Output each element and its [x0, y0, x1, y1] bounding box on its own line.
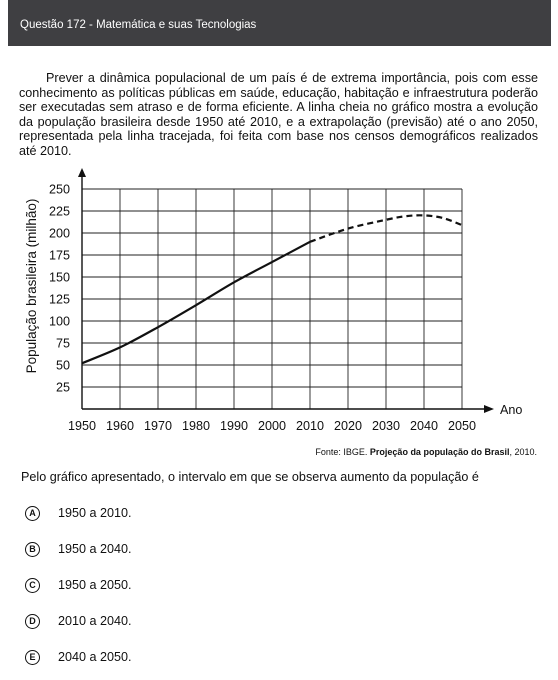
y-tick-label: 25 [56, 381, 70, 395]
option-c-letter: C [25, 578, 40, 593]
y-tick-label: 200 [49, 227, 70, 241]
x-tick-label: 1960 [106, 419, 134, 433]
source-note: Fonte: IBGE. Projeção da população do Br… [315, 447, 537, 457]
option-a-text: 1950 a 2010. [58, 506, 132, 520]
option-d-text: 2010 a 2040. [58, 614, 132, 628]
y-tick-label: 150 [49, 271, 70, 285]
x-tick-label: 1950 [68, 419, 96, 433]
question-title: Questão 172 - Matemática e suas Tecnolog… [20, 19, 257, 31]
option-b-text: 1950 a 2040. [58, 542, 132, 556]
option-b-letter: B [25, 542, 40, 557]
x-tick-label: 1990 [220, 419, 248, 433]
x-tick-label: 2030 [372, 419, 400, 433]
population-line [81, 240, 311, 365]
x-axis-arrow [484, 405, 494, 413]
chart-ticks: 1950 1960 1970 1980 1990 2000 2010 2020 2030 2040… [49, 183, 476, 434]
chart-axes [78, 168, 494, 413]
x-tick-label: 2000 [258, 419, 286, 433]
y-tick-label: 50 [56, 359, 70, 373]
intro-paragraph: Prever a dinâmica populacional de um paí… [19, 71, 538, 158]
projection-line [309, 214, 463, 243]
y-axis-arrow [78, 168, 86, 177]
y-tick-label: 75 [56, 337, 70, 351]
population-chart: 1950 1960 1970 1980 1990 2000 2010 2020 2030 2040… [24, 168, 522, 434]
option-e-text: 2040 a 2050. [58, 650, 132, 664]
source-suffix: , 2010. [509, 447, 537, 457]
option-d-letter: D [25, 614, 40, 629]
source-title: Projeção da população do Brasil [369, 447, 510, 457]
option-e-letter: E [25, 650, 40, 665]
x-tick-label: 2050 [448, 419, 476, 433]
y-axis-label: População brasileira (milhão) [24, 199, 39, 374]
x-tick-label: 2020 [334, 419, 362, 433]
chart-series [81, 214, 463, 365]
source-prefix: Fonte: IBGE. [315, 447, 370, 457]
y-tick-label: 225 [49, 205, 70, 219]
y-tick-label: 125 [49, 293, 70, 307]
x-tick-label: 2040 [410, 419, 438, 433]
x-tick-label: 1970 [144, 419, 172, 433]
x-tick-label: 2010 [296, 419, 324, 433]
option-c-text: 1950 a 2050. [58, 578, 132, 592]
y-tick-label: 250 [49, 183, 70, 197]
x-tick-label: 1980 [182, 419, 210, 433]
chart-grid [82, 188, 463, 409]
x-axis-label: Ano [500, 403, 522, 417]
option-a-letter: A [25, 506, 40, 521]
y-tick-label: 100 [49, 315, 70, 329]
y-tick-label: 175 [49, 249, 70, 263]
question-stem: Pelo gráfico apresentado, o intervalo em… [21, 470, 479, 484]
question-header: Questão 172 - Matemática e suas Tecnolog… [8, 0, 551, 46]
